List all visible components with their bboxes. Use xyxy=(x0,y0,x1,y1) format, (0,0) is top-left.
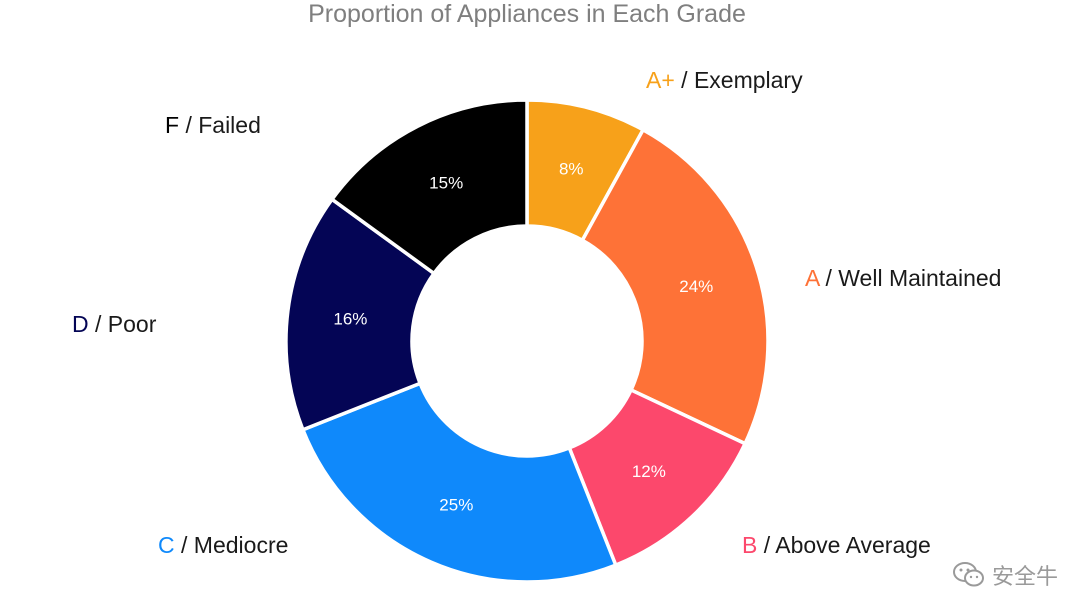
legend-label: / Well Maintained xyxy=(819,265,1001,291)
watermark: 安全牛 xyxy=(952,559,1058,591)
slice-a xyxy=(580,127,770,446)
slice-f xyxy=(329,98,529,276)
legend-b: B / Above Average xyxy=(742,532,931,558)
legend-label: / Mediocre xyxy=(175,532,289,558)
legend-grade: A xyxy=(805,265,821,291)
legend-grade: A+ xyxy=(646,67,675,93)
slice-d xyxy=(284,196,437,432)
legend-d: D / Poor xyxy=(72,311,157,337)
legend-a-plus: A+ / Exemplary xyxy=(646,67,803,93)
legend-f: F / Failed xyxy=(165,112,261,138)
legend-grade: F xyxy=(165,112,179,138)
slice-c xyxy=(300,381,618,584)
watermark-text: 安全牛 xyxy=(991,565,1058,590)
slice-label-c: 25% xyxy=(439,495,473,514)
slice-label-d: 16% xyxy=(333,310,367,329)
legend-a: A / Well Maintained xyxy=(805,265,1001,291)
legend-label: / Above Average xyxy=(757,532,931,558)
legend-label: / Failed xyxy=(179,112,261,138)
legend-c: C / Mediocre xyxy=(158,532,288,558)
legend-grade: C xyxy=(158,532,175,558)
slice-label-a-plus: 8% xyxy=(559,160,584,179)
slice-label-a: 24% xyxy=(679,277,713,296)
legend-grade: D xyxy=(72,311,89,337)
slice-b xyxy=(567,387,748,568)
wechat-icon xyxy=(952,562,984,587)
legend-grade: B xyxy=(742,532,757,558)
legend-label: / Exemplary xyxy=(675,67,803,93)
slice-label-b: 12% xyxy=(632,462,666,481)
legend-label: / Poor xyxy=(89,311,157,337)
chart-title: Proportion of Appliances in Each Grade xyxy=(308,0,746,28)
slice-label-f: 15% xyxy=(429,173,463,192)
